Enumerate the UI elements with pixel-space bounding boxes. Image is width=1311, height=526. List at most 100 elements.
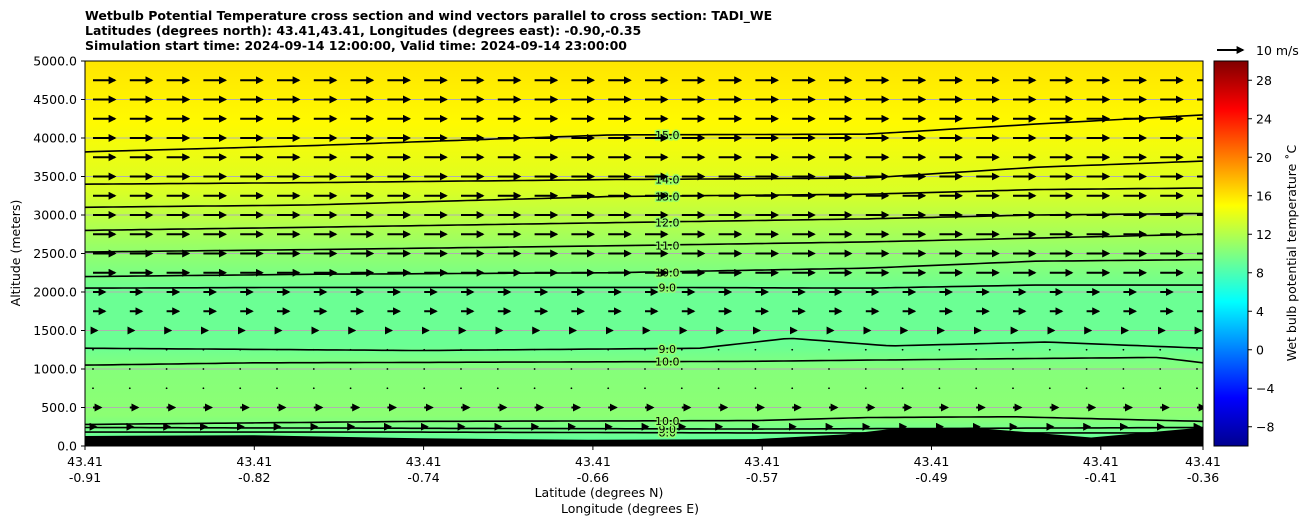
terrain [85, 427, 1203, 446]
x-tick-lat: 43.41 [1185, 454, 1221, 469]
wind-vector [1159, 368, 1162, 370]
wind-vector [312, 348, 315, 351]
contour-label: 9.0 [658, 281, 676, 294]
wind-vector [239, 368, 242, 370]
y-tick-label: 4000.0 [33, 131, 77, 146]
x-tick-lat: 43.41 [236, 454, 272, 469]
wind-vector [1122, 348, 1125, 351]
wind-vector [239, 387, 242, 390]
wind-vector [864, 368, 867, 370]
colorbar-tick-label: 4 [1256, 304, 1264, 319]
y-tick-label: 1500.0 [33, 323, 77, 338]
wind-vector [828, 368, 830, 370]
contour-line [85, 356, 1203, 366]
wind-vector [533, 348, 536, 351]
colorbar-tick-label: 28 [1256, 73, 1272, 88]
contour-line [85, 337, 1203, 352]
x-tick-lat: 43.41 [914, 454, 950, 469]
contour-label: 10.0 [655, 356, 680, 369]
contour-label: 15.0 [655, 129, 680, 142]
title-line-3: Simulation start time: 2024-09-14 12:00:… [85, 38, 627, 53]
contour-label: 9.0 [658, 343, 676, 356]
wind-vector [92, 387, 94, 390]
contour-line [85, 233, 1203, 253]
wind-vector [644, 348, 646, 351]
colorbar [1213, 60, 1249, 447]
chart-title: Wetbulb Potential Temperature cross sect… [85, 8, 772, 53]
wind-vector [533, 368, 536, 370]
contour-label: 14.0 [655, 173, 680, 186]
quiver-key-label: 10 m/s [1256, 43, 1299, 58]
x-tick-lon: -0.41 [1085, 470, 1117, 485]
wind-vector [607, 368, 610, 370]
contour-label: 12.0 [655, 216, 680, 229]
colorbar-tick-label: 16 [1256, 188, 1272, 203]
contour-line [85, 160, 1203, 185]
x-tick-lat: 43.41 [406, 454, 442, 469]
wind-vector [349, 368, 352, 370]
y-tick-label: 5000.0 [33, 54, 77, 69]
wind-vector [1196, 387, 1198, 390]
y-tick-label: 0.0 [57, 439, 77, 454]
wind-vectors [89, 76, 1203, 431]
wind-vector [1048, 387, 1051, 390]
wind-vector [901, 387, 904, 390]
wind-vector [92, 368, 94, 370]
contour-line [85, 258, 1203, 278]
wind-vector [1085, 348, 1088, 351]
title-line-1: Wetbulb Potential Temperature cross sect… [85, 8, 773, 23]
wind-vector [312, 387, 315, 390]
x-tick-lon: -0.74 [407, 470, 439, 485]
x-tick-lon: -0.57 [746, 470, 778, 485]
x-axis-label-latitude: Latitude (degrees N) [535, 485, 664, 500]
wind-vector [1048, 348, 1051, 351]
contour-label: 10.0 [655, 415, 680, 428]
colorbar-tick-label: 24 [1256, 111, 1272, 126]
contour-line [85, 187, 1203, 209]
contour-line [85, 284, 1203, 289]
wind-vector [680, 368, 683, 370]
wind-vector [938, 368, 941, 370]
wind-vector [1012, 387, 1014, 390]
x-axis-label-longitude: Longitude (degrees E) [561, 501, 699, 516]
wind-vector [1122, 368, 1125, 370]
wind-vector [1159, 387, 1162, 390]
wind-vector [975, 387, 978, 390]
contour-line [85, 114, 1203, 153]
wind-vector [791, 348, 794, 351]
wind-vector [791, 368, 794, 370]
wind-vector [1122, 387, 1125, 390]
y-axis-label: Altitude (meters) [8, 200, 23, 307]
x-tick-lon: -0.36 [1187, 470, 1219, 485]
wind-vector [533, 387, 536, 390]
wind-vector [717, 348, 720, 351]
y-tick-label: 2000.0 [33, 285, 77, 300]
colorbar-tick-label: 20 [1256, 150, 1272, 165]
wind-vector [717, 387, 720, 390]
wind-vector [312, 368, 315, 370]
wind-vector [386, 348, 389, 351]
wind-vector [607, 348, 610, 351]
wind-vector [1159, 348, 1162, 351]
x-tick-lon: -0.49 [915, 470, 947, 485]
colorbar-tick-label: 0 [1256, 342, 1264, 357]
wind-vector [92, 348, 94, 351]
wind-vector [165, 387, 168, 390]
x-tick-lat: 43.41 [1083, 454, 1119, 469]
wind-vector [975, 348, 978, 351]
x-tick-lon: -0.66 [577, 470, 609, 485]
wind-vector [496, 348, 499, 351]
y-tick-label: 500.0 [41, 400, 77, 415]
wind-vector [754, 348, 757, 351]
y-tick-label: 1000.0 [33, 362, 77, 377]
wind-vector [423, 368, 426, 370]
wind-vector [128, 387, 131, 390]
wind-vector [717, 368, 720, 370]
y-tick-label: 3500.0 [33, 169, 77, 184]
y-tick-label: 2500.0 [33, 246, 77, 261]
wind-vector [128, 368, 131, 370]
wind-vector [680, 387, 683, 390]
title-line-2: Latitudes (degrees north): 43.41,43.41, … [85, 23, 642, 38]
wind-vector [570, 348, 573, 351]
wind-vector [1012, 368, 1014, 370]
